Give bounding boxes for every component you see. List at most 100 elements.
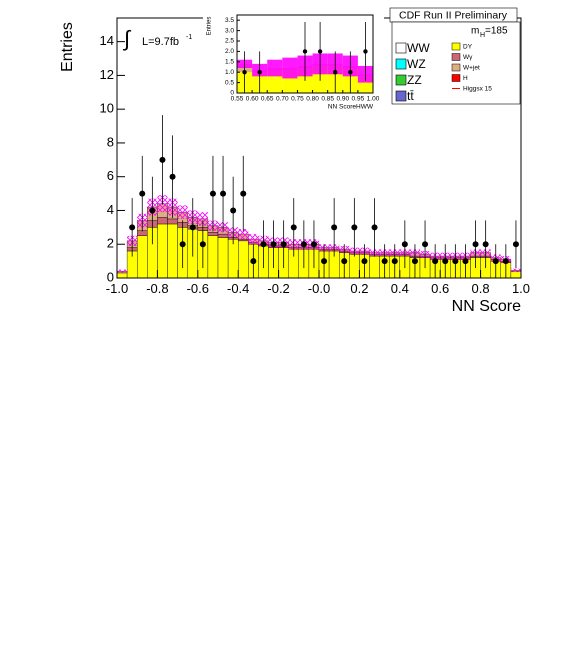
- y-tick-label: 6: [107, 168, 114, 183]
- legend-swatch: [451, 63, 461, 72]
- x-tick-label: 1.0: [512, 281, 530, 296]
- legend-swatch: [451, 74, 461, 82]
- legend-swatch: [451, 42, 461, 51]
- data-point: [302, 49, 308, 54]
- x-tick-label: 0.90: [336, 96, 349, 103]
- x-tick-label: -0.8: [146, 281, 168, 296]
- integral-sign: ∫: [122, 26, 132, 51]
- data-point: [391, 258, 398, 265]
- data-point: [230, 207, 237, 214]
- x-tick-label: -1.0: [106, 281, 128, 296]
- mass-label: m: [471, 26, 479, 37]
- data-point: [199, 241, 206, 248]
- bar-segment: [207, 232, 219, 236]
- legend-label: ZZ: [407, 73, 422, 87]
- data-point: [502, 258, 509, 265]
- uncertainty-band: [177, 205, 188, 219]
- data-point: [492, 258, 499, 265]
- data-point: [321, 258, 328, 265]
- data-point: [257, 70, 262, 75]
- y-tick-label: 2.5: [225, 38, 234, 45]
- data-point: [351, 224, 358, 231]
- y-tick-label: 12: [100, 67, 114, 82]
- bar-segment: [349, 254, 360, 279]
- data-point: [149, 207, 156, 214]
- lumi-sup: -1: [186, 34, 192, 41]
- y-tick-label: 2.0: [225, 48, 234, 55]
- bar-segment: [167, 223, 178, 279]
- bar-segment: [207, 235, 219, 279]
- x-tick-label: 0.8: [472, 281, 490, 296]
- x-tick-label: 0.55: [231, 96, 244, 103]
- legend-label: Higgsx 15: [463, 86, 492, 93]
- data-point: [363, 49, 368, 54]
- x-tick-label: 0.70: [276, 96, 289, 103]
- data-point: [331, 224, 338, 231]
- x-tick-label: 0.95: [352, 96, 365, 103]
- x-tick-label: 0.65: [261, 96, 274, 103]
- inset-y-label: Entries: [207, 17, 213, 36]
- y-tick-label: 1.5: [225, 59, 234, 66]
- y-tick-label: 2: [107, 236, 114, 251]
- data-point: [422, 241, 429, 248]
- bar-segment: [136, 235, 148, 279]
- uncertainty-band: [238, 229, 249, 240]
- data-point: [361, 258, 368, 265]
- bar-segment: [116, 272, 128, 279]
- inset-x-label: NN ScoreHWW: [328, 104, 374, 111]
- data-point: [240, 190, 247, 197]
- bar-segment: [167, 218, 178, 225]
- data-point: [169, 173, 176, 180]
- data-point: [432, 258, 439, 265]
- uncertainty-band: [248, 234, 259, 245]
- uncertainty-band: [197, 212, 208, 226]
- data-point: [189, 224, 196, 231]
- x-tick-label: -0.4: [227, 281, 249, 296]
- legend-swatch: [451, 53, 461, 61]
- legend-label: WW: [407, 41, 430, 55]
- x-tick-label: 0.60: [246, 96, 259, 103]
- bar-segment: [237, 238, 249, 242]
- data-point: [442, 258, 449, 265]
- legend-swatch: [395, 42, 407, 54]
- y-axis-label: Entries: [59, 22, 76, 72]
- data-point: [341, 258, 348, 265]
- legend-label: DY: [463, 44, 473, 51]
- x-tick-label: 0.80: [306, 96, 319, 103]
- y-tick-label: 3.5: [225, 17, 234, 24]
- y-tick-label: 0: [230, 90, 234, 97]
- y-tick-label: 3.0: [225, 27, 234, 34]
- legend-label: H: [463, 75, 468, 82]
- data-point: [333, 70, 338, 75]
- data-point: [482, 241, 489, 248]
- y-tick-label: 0: [107, 269, 114, 284]
- legend-swatch: [395, 90, 407, 102]
- data-point: [512, 241, 519, 248]
- data-point: [179, 241, 186, 248]
- uncertainty-band: [267, 59, 283, 77]
- data-point: [411, 258, 418, 265]
- data-point: [260, 241, 267, 248]
- data-point: [348, 70, 353, 75]
- bar-segment: [217, 233, 229, 238]
- x-tick-label: 0.75: [291, 96, 304, 103]
- data-point: [280, 241, 287, 248]
- data-point: [371, 224, 378, 231]
- x-tick-label: 0.2: [350, 281, 368, 296]
- y-tick-label: 14: [100, 33, 114, 48]
- data-point: [381, 258, 388, 265]
- bar-segment: [136, 230, 148, 236]
- plot-frame: [236, 14, 374, 94]
- data-point: [472, 241, 479, 248]
- bar-segment: [157, 223, 168, 279]
- bar-segment: [510, 271, 522, 279]
- data-point: [129, 224, 136, 231]
- bar-segment: [217, 237, 229, 279]
- y-tick-label: 8: [107, 134, 114, 149]
- x-tick-label: 0.4: [391, 281, 409, 296]
- x-tick-label: -0.2: [267, 281, 289, 296]
- uncertainty-band: [282, 57, 298, 79]
- x-tick-label: -0.6: [187, 281, 209, 296]
- legend-label: Wγ: [463, 54, 473, 61]
